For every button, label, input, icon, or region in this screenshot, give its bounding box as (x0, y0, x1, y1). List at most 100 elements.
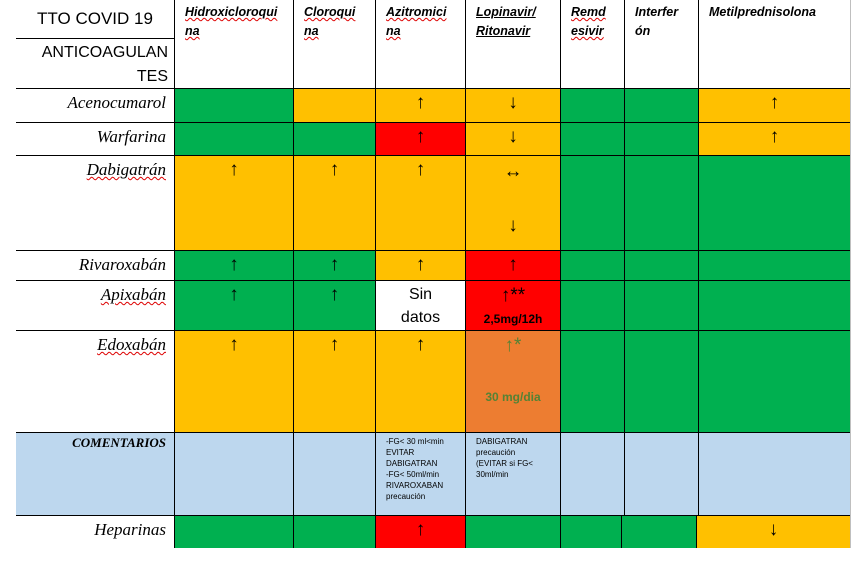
grid-line (698, 0, 699, 516)
col-header-label: Cloroqui na (304, 5, 356, 38)
col-header-label: Metilprednisolona (709, 5, 816, 19)
row-label-heparinas: Heparinas (94, 520, 166, 539)
col-header-label: Azitromici na (386, 5, 447, 38)
up-double-star-icon: ↑** (500, 285, 526, 306)
cell-apixaban-azitromicina: Sin datos (376, 281, 465, 330)
col-header-interferon: Interfer ón (624, 0, 698, 88)
cell-edoxaban-cloroquina: ↑ (294, 331, 375, 432)
comment-azitromicina: -FG< 30 ml<min EVITAR DABIGATRAN -FG< 50… (386, 437, 444, 501)
cell-acenocumarol-interferon (625, 89, 698, 122)
row-label-acenocumarol: Acenocumarol (67, 93, 166, 112)
cell-rivaroxaban-interferon (625, 251, 698, 280)
row-label-edoxaban: Edoxabán (97, 335, 166, 354)
cell-heparinas-remdesivir (561, 516, 621, 548)
cell-rivaroxaban-remdesivir (561, 251, 624, 280)
grid-line (465, 0, 466, 548)
grid-line (293, 0, 294, 548)
grid-line (16, 432, 850, 433)
cell-rivaroxaban-hidroxicloroquina: ↑ (175, 251, 293, 280)
cell-acenocumarol-cloroquina (294, 89, 375, 122)
row-label-dabigatran: Dabigatrán (86, 160, 166, 179)
cell-apixaban-metilprednisolona (699, 281, 850, 330)
table-title: TTO COVID 19 (37, 9, 153, 28)
cell-apixaban-remdesivir (561, 281, 624, 330)
grid-line (696, 516, 697, 548)
cell-heparinas-hidroxicloroquina (175, 516, 293, 548)
grid-line (16, 330, 850, 331)
cell-rivaroxaban-lopinavir: ↑ (466, 251, 560, 280)
cell-edoxaban-azitromicina: ↑ (376, 331, 465, 432)
grid-line (850, 0, 851, 548)
cell-acenocumarol-remdesivir (561, 89, 624, 122)
cell-warfarina-cloroquina (294, 123, 375, 155)
cell-dabigatran-metilprednisolona (699, 156, 850, 250)
col-header-remdesivir: Remd esivir (560, 0, 624, 88)
cell-apixaban-hidroxicloroquina: ↑ (175, 281, 293, 330)
col-header-label: Hidroxicloroqui na (185, 5, 278, 38)
col-header-azitromicina: Azitromici na (375, 0, 465, 88)
dose-note-apixaban: 2,5mg/12h (483, 312, 543, 326)
cell-warfarina-azitromicina: ↑ (376, 123, 465, 155)
down-arrow-icon: ↓ (508, 215, 518, 236)
cell-rivaroxaban-cloroquina: ↑ (294, 251, 375, 280)
cell-acenocumarol-azitromicina: ↑ (376, 89, 465, 122)
cell-warfarina-remdesivir (561, 123, 624, 155)
col-header-cloroquina: Cloroqui na (293, 0, 375, 88)
col-header-metilprednisolona: Metilprednisolona (698, 0, 850, 88)
col-header-label: Lopinavir/ Ritonavir (476, 5, 536, 38)
col-header-hidroxicloroquina: Hidroxicloroqui na (174, 0, 293, 88)
row-header-title: ANTICOAGULAN TES (41, 44, 168, 85)
row-label-rivaroxaban: Rivaroxabán (78, 255, 166, 274)
row-label-apixaban: Apixabán (100, 285, 166, 304)
cell-edoxaban-hidroxicloroquina: ↑ (175, 331, 293, 432)
cell-warfarina-interferon (625, 123, 698, 155)
grid-line (375, 0, 376, 548)
cell-heparinas-cloroquina (294, 516, 375, 548)
grid-line (624, 0, 625, 516)
cell-acenocumarol-metilprednisolona: ↑ (699, 89, 850, 122)
col-header-label: Remd esivir (571, 5, 606, 38)
cell-apixaban-lopinavir: ↑** 2,5mg/12h (466, 281, 560, 330)
grid-line (174, 0, 175, 548)
comment-lopinavir: DABIGATRAN precaución (EVITAR si FG< 30m… (476, 437, 533, 479)
cell-edoxaban-lopinavir: ↑* 30 mg/dia (466, 331, 560, 432)
grid-line (16, 515, 850, 516)
cell-dabigatran-azitromicina: ↑ (376, 156, 465, 250)
cell-warfarina-lopinavir: ↓ (466, 123, 560, 155)
cell-heparinas-metilprednisolona: ↓ (697, 516, 850, 548)
up-star-icon: ↑* (504, 335, 522, 356)
cell-acenocumarol-hidroxicloroquina (175, 89, 293, 122)
cell-apixaban-interferon (625, 281, 698, 330)
cell-warfarina-hidroxicloroquina (175, 123, 293, 155)
grid-line (16, 250, 850, 251)
row-label-comentarios: COMENTARIOS (72, 435, 166, 450)
col-header-lopinavir-ritonavir: Lopinavir/ Ritonavir (465, 0, 560, 88)
cell-heparinas-azitromicina: ↑ (376, 516, 465, 548)
grid-line (16, 122, 850, 123)
cell-rivaroxaban-metilprednisolona (699, 251, 850, 280)
cell-heparinas-lopinavir (466, 516, 560, 548)
cell-acenocumarol-lopinavir: ↓ (466, 89, 560, 122)
cell-heparinas-interferon (622, 516, 696, 548)
grid-line (16, 88, 850, 89)
cell-warfarina-metilprednisolona: ↑ (699, 123, 850, 155)
cell-dabigatran-remdesivir (561, 156, 624, 250)
cell-dabigatran-lopinavir: ↔ ↓ (466, 156, 560, 250)
cell-dabigatran-interferon (625, 156, 698, 250)
cell-rivaroxaban-azitromicina: ↑ (376, 251, 465, 280)
cell-edoxaban-remdesivir (561, 331, 624, 432)
cell-edoxaban-metilprednisolona (699, 331, 850, 432)
cell-dabigatran-hidroxicloroquina: ↑ (175, 156, 293, 250)
grid-line (621, 516, 622, 548)
comments-row-background (16, 433, 850, 515)
both-arrow-icon: ↔ (503, 161, 523, 182)
title-divider (16, 38, 174, 39)
grid-line (16, 280, 850, 281)
grid-line (560, 0, 561, 548)
cell-apixaban-cloroquina: ↑ (294, 281, 375, 330)
grid-line (16, 155, 850, 156)
cell-dabigatran-cloroquina: ↑ (294, 156, 375, 250)
col-header-label: Interfer ón (635, 5, 679, 38)
cell-edoxaban-interferon (625, 331, 698, 432)
